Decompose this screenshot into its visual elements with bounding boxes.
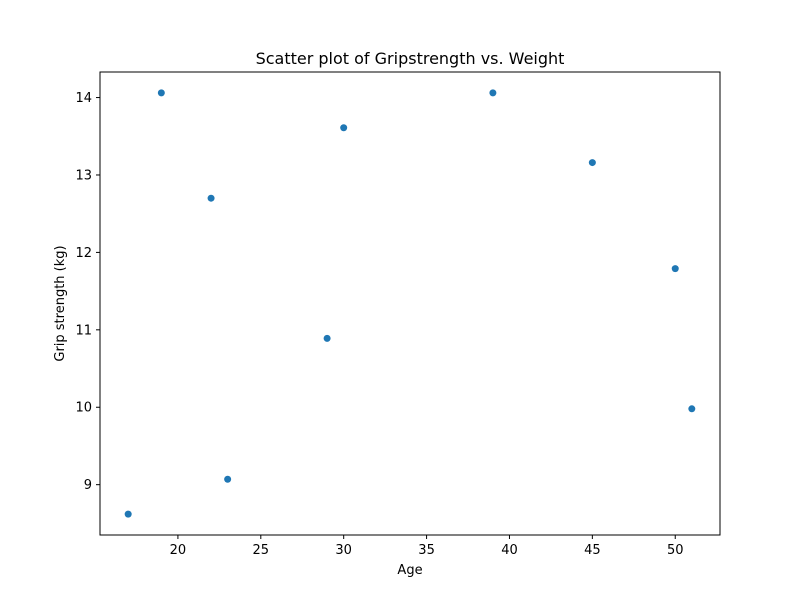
x-tick-label: 40 — [501, 543, 518, 558]
data-point — [671, 265, 679, 273]
data-point — [489, 89, 497, 97]
plot-frame — [99, 71, 721, 536]
data-point — [224, 475, 232, 483]
x-axis-label: Age — [397, 563, 422, 578]
data-point — [588, 159, 596, 167]
data-points — [124, 89, 696, 518]
y-tick-label: 11 — [75, 323, 92, 338]
data-point — [323, 334, 331, 342]
chart-title: Scatter plot of Gripstrength vs. Weight — [256, 49, 565, 68]
y-tick-label: 9 — [84, 478, 92, 493]
plot-area — [99, 71, 721, 536]
data-point — [207, 194, 215, 202]
x-axis: 20 25 30 35 40 45 50 — [170, 535, 684, 558]
x-tick-label: 25 — [253, 543, 270, 558]
y-tick-label: 13 — [75, 168, 92, 183]
x-tick-label: 50 — [667, 543, 684, 558]
data-point — [157, 89, 165, 97]
data-point — [340, 124, 348, 132]
x-tick-label: 45 — [584, 543, 601, 558]
y-axis-label: Grip strength (kg) — [53, 245, 68, 361]
y-tick-label: 10 — [75, 401, 92, 416]
y-tick-label: 12 — [75, 246, 92, 261]
data-point — [688, 405, 696, 413]
x-tick-label: 35 — [418, 543, 435, 558]
y-tick-label: 14 — [75, 91, 92, 106]
data-point — [124, 510, 132, 518]
x-tick-label: 20 — [170, 543, 187, 558]
y-axis: 9 10 11 12 13 14 — [75, 91, 100, 493]
x-tick-label: 30 — [335, 543, 352, 558]
